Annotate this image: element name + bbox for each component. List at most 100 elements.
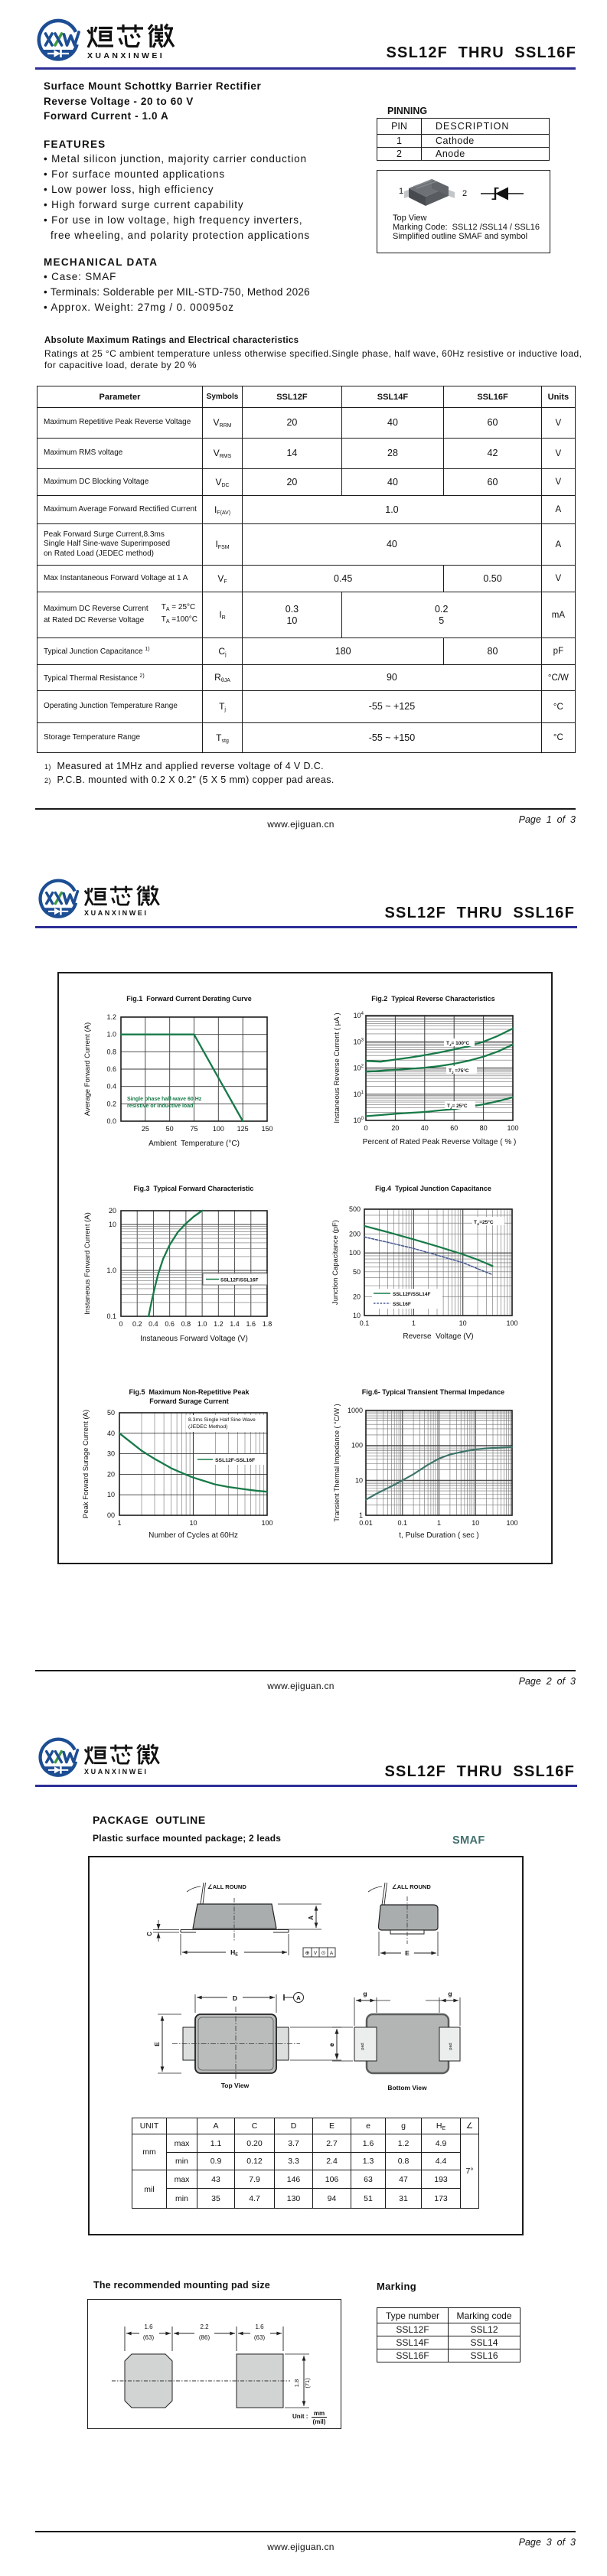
svg-text:1.4: 1.4	[230, 1320, 240, 1328]
svg-text:10: 10	[107, 1491, 115, 1498]
svg-text:TJ= 100°C: TJ= 100°C	[446, 1040, 470, 1047]
svg-text:0.01: 0.01	[359, 1519, 373, 1527]
svg-text:g: g	[363, 1990, 367, 1997]
svg-text:1: 1	[437, 1519, 441, 1527]
svg-text:SSL12F/SSL16F: SSL12F/SSL16F	[220, 1278, 259, 1283]
svg-text:SSL12F/SSL14F: SSL12F/SSL14F	[393, 1292, 431, 1297]
svg-text:HE: HE	[230, 1948, 238, 1958]
svg-text:10: 10	[189, 1519, 197, 1527]
svg-text:∠ALL ROUND: ∠ALL ROUND	[207, 1883, 246, 1890]
svg-text:10: 10	[353, 1312, 361, 1319]
svg-text:50: 50	[166, 1125, 174, 1133]
svg-text:1.6: 1.6	[255, 2323, 264, 2330]
svg-text:75: 75	[190, 1125, 197, 1133]
svg-text:C: C	[146, 1932, 153, 1936]
svg-text:SSL16F: SSL16F	[393, 1302, 411, 1307]
svg-text:0.4: 0.4	[106, 1083, 116, 1091]
svg-text:20: 20	[107, 1470, 115, 1478]
svg-text:Forward Surage Current: Forward Surage Current	[149, 1397, 229, 1405]
svg-text:0.4: 0.4	[148, 1320, 158, 1328]
svg-text:10: 10	[355, 1476, 363, 1484]
svg-text:E: E	[405, 1949, 410, 1957]
svg-text:1.2: 1.2	[106, 1013, 116, 1021]
svg-text:30: 30	[107, 1450, 115, 1458]
svg-text:00: 00	[107, 1511, 115, 1519]
svg-text:0.2: 0.2	[132, 1320, 142, 1328]
svg-text:0: 0	[119, 1320, 122, 1328]
svg-text:0.1: 0.1	[106, 1312, 116, 1320]
svg-text:100: 100	[507, 1124, 518, 1132]
svg-text:e: e	[328, 2043, 335, 2046]
svg-text:pad: pad	[449, 2043, 453, 2049]
svg-text:A: A	[330, 1951, 334, 1956]
svg-text:(mil): (mil)	[313, 2418, 326, 2425]
svg-text:2.2: 2.2	[200, 2323, 209, 2330]
svg-text:100: 100	[261, 1519, 272, 1527]
svg-text:100: 100	[213, 1125, 224, 1133]
svg-text:8.3ms Single Half Sine Wave: 8.3ms Single Half Sine Wave	[188, 1417, 256, 1423]
svg-text:50: 50	[107, 1409, 115, 1417]
svg-text:Fig.2 Typical Reverse Charact: Fig.2 Typical Reverse Characteristics	[371, 995, 494, 1003]
svg-text:50: 50	[353, 1268, 361, 1276]
svg-text:10: 10	[472, 1519, 479, 1527]
svg-text:1.6: 1.6	[246, 1320, 256, 1328]
svg-text:(86): (86)	[199, 2334, 210, 2341]
svg-text:(JEDEC Method): (JEDEC Method)	[188, 1424, 227, 1430]
svg-text:(63): (63)	[254, 2334, 266, 2341]
svg-text:20: 20	[353, 1293, 361, 1300]
svg-text:1: 1	[412, 1319, 416, 1327]
svg-text:Reverse Voltage (V): Reverse Voltage (V)	[403, 1332, 473, 1341]
svg-text:pad: pad	[361, 2043, 365, 2049]
svg-text:1.2: 1.2	[214, 1320, 224, 1328]
svg-text:104: 104	[354, 1012, 364, 1019]
svg-text:Instaneous Forward Voltage (V): Instaneous Forward Voltage (V)	[140, 1335, 248, 1343]
svg-text:20: 20	[391, 1124, 399, 1132]
svg-text:g: g	[448, 1990, 452, 1997]
svg-text:1000: 1000	[348, 1407, 363, 1414]
svg-text:1.8: 1.8	[263, 1320, 272, 1328]
svg-text:0.2: 0.2	[106, 1100, 116, 1107]
svg-text:101: 101	[354, 1091, 364, 1098]
svg-text:⊙: ⊙	[321, 1951, 326, 1956]
svg-text:Fig.4 Typical Junction Capaci: Fig.4 Typical Junction Capacitance	[375, 1185, 491, 1192]
svg-text:0.8: 0.8	[106, 1048, 116, 1055]
svg-text:1: 1	[359, 1511, 363, 1519]
svg-text:60: 60	[450, 1124, 458, 1132]
svg-text:E: E	[153, 2042, 161, 2046]
svg-text:150: 150	[261, 1125, 272, 1133]
svg-text:TJ =75°C: TJ =75°C	[449, 1068, 469, 1074]
svg-text:t, Pulse Duration ( sec ): t, Pulse Duration ( sec )	[399, 1531, 478, 1540]
svg-text:1.0: 1.0	[106, 1031, 116, 1039]
svg-text:0.1: 0.1	[397, 1519, 407, 1527]
svg-text:A: A	[308, 1916, 315, 1920]
svg-text:(63): (63)	[143, 2334, 155, 2341]
svg-text:⊕: ⊕	[305, 1951, 310, 1956]
svg-text:40: 40	[421, 1124, 429, 1132]
svg-text:0.6: 0.6	[106, 1065, 116, 1073]
svg-text:Percent of Rated Peak Reverse: Percent of Rated Peak Reverse Voltage ( …	[363, 1138, 517, 1146]
svg-text:0.8: 0.8	[181, 1320, 191, 1328]
svg-text:0: 0	[364, 1124, 367, 1132]
svg-text:Single phase half-wave 60 Hz: Single phase half-wave 60 Hz	[127, 1097, 202, 1102]
svg-text:Top View: Top View	[221, 2082, 250, 2089]
svg-text:(71): (71)	[304, 2378, 311, 2389]
svg-text:TA=25°C: TA=25°C	[474, 1219, 494, 1226]
svg-text:1.0: 1.0	[106, 1267, 116, 1274]
svg-text:Fig.5 Maximum Non-Repetitive: Fig.5 Maximum Non-Repetitive Peak	[129, 1388, 250, 1396]
svg-text:10: 10	[109, 1221, 116, 1228]
svg-text:1: 1	[117, 1519, 121, 1527]
svg-text:125: 125	[237, 1125, 249, 1133]
svg-text:TJ= 25°C: TJ= 25°C	[447, 1103, 468, 1110]
svg-text:V: V	[314, 1951, 318, 1956]
svg-text:100: 100	[506, 1519, 517, 1527]
svg-text:103: 103	[354, 1038, 364, 1045]
svg-text:Peak Forward Surage Current (A: Peak Forward Surage Current (A)	[82, 1410, 90, 1518]
svg-text:1.8: 1.8	[293, 2379, 300, 2387]
svg-text:0.1: 0.1	[360, 1319, 370, 1327]
svg-text:100: 100	[506, 1319, 517, 1327]
svg-text:Fig.1 Forward Current Deratin: Fig.1 Forward Current Derating Curve	[126, 995, 252, 1003]
svg-text:Fig.3 Typical Forward Charact: Fig.3 Typical Forward Characteristic	[134, 1185, 254, 1192]
svg-text:0.0: 0.0	[106, 1117, 116, 1125]
svg-text:500: 500	[349, 1205, 361, 1213]
svg-text:10: 10	[459, 1319, 467, 1327]
